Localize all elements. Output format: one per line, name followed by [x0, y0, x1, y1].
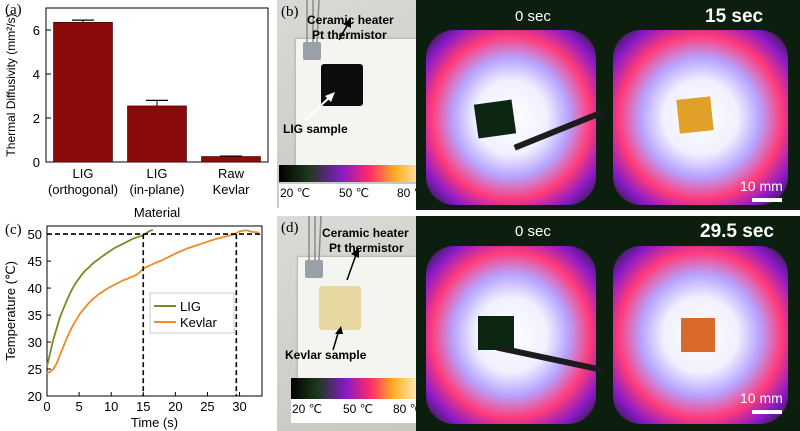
lig-thermistor-label: Pt thermistor: [312, 28, 387, 42]
thermistor-chip-kevlar: [305, 260, 323, 278]
line-y-tick-label: 35: [28, 308, 42, 323]
kevlar-colorbar-tick-20: 20 ℃: [292, 402, 323, 416]
kevlar-colorbar-tick-80: 80 ℃: [393, 402, 424, 416]
panel-c-label: (c): [5, 222, 22, 238]
bar-y-tick-label: 0: [33, 155, 40, 170]
line-x-tick-label: 25: [200, 399, 214, 414]
diffusivity-bar-chart: 0246LIG(orthogonal)LIG(in-plane)RawKevla…: [4, 7, 269, 220]
thermistor-chip: [303, 42, 321, 60]
lig-sample-cold: [473, 99, 517, 139]
kevlar-heater-label: Ceramic heater: [322, 226, 409, 240]
lig-time-end: 15 sec: [705, 6, 764, 27]
lig-photo-overlay: [279, 0, 429, 182]
lig-photo: 20 ℃ 50 ℃ 80 ℃ Ceramic heater Pt thermis…: [277, 0, 432, 208]
line-plot-frame: [46, 225, 263, 397]
kevlar-sample-cold: [478, 316, 514, 350]
line-y-tick-label: 50: [28, 227, 42, 242]
line-y-tick-label: 30: [28, 335, 42, 350]
lig-time-start: 0 sec: [515, 8, 551, 25]
bar-category-label: Raw: [218, 166, 245, 181]
panel-a-label: (a): [5, 2, 22, 18]
kevlar-time-start: 0 sec: [515, 223, 551, 240]
series-line-lig: [46, 228, 154, 367]
line-x-axis-title: Time (s): [131, 415, 178, 430]
bar-category-label: LIG: [147, 166, 168, 181]
lig-thermal-end: [603, 0, 800, 210]
lig-heater-label: Ceramic heater: [307, 13, 394, 27]
line-x-tick-label: 10: [104, 399, 118, 414]
legend-label: Kevlar: [180, 315, 218, 330]
kevlar-thermal-start: [416, 216, 603, 431]
bar-category-label: (orthogonal): [48, 182, 118, 197]
bar-x-axis-title: Material: [134, 205, 180, 220]
lig-scale-label: 10 mm: [740, 178, 783, 194]
lig-colorbar-tick-20: 20 ℃: [280, 186, 311, 200]
series-line-kevlar: [46, 229, 259, 375]
line-x-tick-label: 15: [136, 399, 150, 414]
line-y-tick-label: 40: [28, 281, 42, 296]
line-y-tick-label: 20: [28, 389, 42, 404]
line-y-tick-label: 45: [28, 254, 42, 269]
bar: [127, 105, 187, 163]
line-x-tick-label: 20: [168, 399, 182, 414]
kevlar-photo-overlay: [291, 216, 423, 399]
lig-colorbar-tick-strip: [279, 184, 429, 208]
panel-d-label: (d): [281, 220, 299, 236]
kevlar-colorbar-tick-50: 50 ℃: [343, 402, 374, 416]
bar-y-tick-label: 4: [33, 67, 40, 82]
lig-thermal-start: [416, 0, 603, 210]
line-x-tick-label: 5: [75, 399, 82, 414]
kevlar-time-end: 29.5 sec: [700, 221, 774, 242]
bar: [201, 156, 261, 163]
lig-sample-label: LIG sample: [283, 122, 348, 136]
line-x-tick-label: 30: [232, 399, 246, 414]
lig-scale-bar: [752, 198, 782, 202]
kevlar-photo: 20 ℃ 50 ℃ 80 ℃ Ceramic heater Pt thermis…: [277, 216, 432, 431]
bar-chart-plot: 0246LIG(orthogonal)LIG(in-plane)RawKevla…: [4, 7, 269, 220]
bar-category-label: (in-plane): [130, 182, 185, 197]
kevlar-sample-square: [319, 286, 361, 330]
lig-colorbar-tick-50: 50 ℃: [339, 186, 370, 200]
bar-category-label: Kevlar: [213, 182, 251, 197]
kevlar-thermistor-label: Pt thermistor: [329, 241, 404, 255]
legend-box: [149, 292, 235, 334]
line-x-tick-label: 0: [43, 399, 50, 414]
line-y-axis-title: Temperature (℃): [3, 261, 18, 361]
bar-y-tick-label: 2: [33, 111, 40, 126]
bar-y-tick-label: 6: [33, 23, 40, 38]
bar-category-label: LIG: [73, 166, 94, 181]
lig-sample-hot: [676, 96, 714, 134]
kevlar-colorbar-tick-strip: [291, 399, 423, 423]
bar-y-axis-title: Thermal Diffusivity (mm²/s): [4, 13, 18, 156]
kevlar-scale-label: 10 mm: [740, 390, 783, 406]
kevlar-thermal-end: [603, 216, 800, 431]
line-y-tick-label: 25: [28, 362, 42, 377]
kevlar-sample-label: Kevlar sample: [285, 348, 367, 362]
panel-b-label: (b): [281, 4, 299, 20]
legend-label: LIG: [180, 299, 201, 314]
bar: [53, 21, 113, 163]
kevlar-sample-hot: [681, 318, 715, 352]
kevlar-scale-bar: [752, 410, 782, 414]
